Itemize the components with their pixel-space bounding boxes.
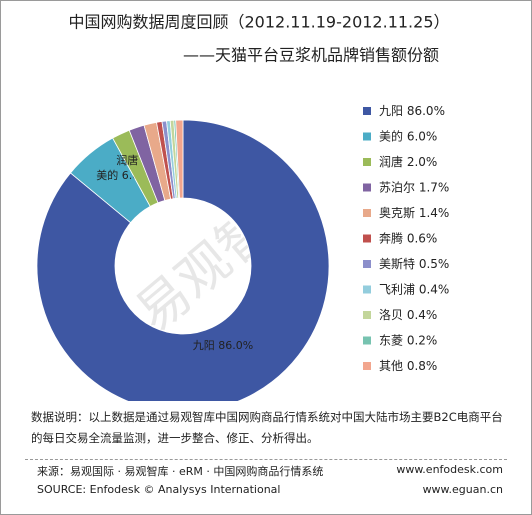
legend-label: 润唐 2.0% <box>379 154 437 169</box>
slice <box>175 119 184 199</box>
legend-name: 九阳 <box>379 104 403 118</box>
slice <box>36 119 330 401</box>
legend-value: 1.4% <box>419 206 450 220</box>
legend-name: 洛贝 <box>379 307 403 322</box>
legend-swatch <box>363 336 371 345</box>
legend-name: 苏泊尔 <box>379 179 415 194</box>
legend-label: 奥克斯 1.4% <box>379 206 449 220</box>
legend-label: 苏泊尔 1.7% <box>379 179 449 194</box>
website: www.eguan.cn <box>422 483 503 496</box>
source-en: SOURCE: Enfodesk © Analysys Internationa… <box>37 483 281 496</box>
legend-swatch <box>363 158 371 166</box>
legend-value: 0.2% <box>407 333 438 347</box>
separator <box>25 459 507 460</box>
legend-value: 0.5% <box>419 257 450 271</box>
legend-label: 东菱 0.2% <box>379 333 437 347</box>
data-label-value: 86.0% <box>218 339 253 352</box>
legend-value: 2.0% <box>407 155 438 169</box>
legend-name: 奥克斯 <box>379 206 415 220</box>
legend-value: 86.0% <box>407 104 445 118</box>
legend-swatch <box>363 234 371 243</box>
legend-name: 飞利浦 <box>379 282 415 296</box>
legend-swatch <box>363 311 371 319</box>
legend-value: 0.8% <box>407 359 438 373</box>
legend-name: 美斯特 <box>379 256 415 271</box>
legend-swatch <box>363 362 371 370</box>
legend-value: 0.4% <box>419 282 450 296</box>
legend-swatch <box>363 260 371 268</box>
legend-value: 0.6% <box>407 231 438 245</box>
legend-label: 其他 0.8% <box>379 359 437 373</box>
legend-label: 奔腾 0.6% <box>379 230 437 245</box>
data-label: 九阳 86.0% <box>193 339 253 352</box>
chart-subtitle: ——天猫平台豆浆机品牌销售额份额 <box>183 46 439 65</box>
legend-label: 九阳 86.0% <box>379 104 445 118</box>
legend-swatch <box>363 285 371 294</box>
data-label-name: 美的 <box>96 168 118 182</box>
chart: 中国网购数据周度回顾（2012.11.19-2012.11.25） ——天猫平台… <box>36 13 450 401</box>
legend-swatch <box>363 107 371 115</box>
legend-name: 奔腾 <box>379 230 403 245</box>
note: 数据说明：以上数据是通过易观智库中国网购商品行情系统对中国大陆市场主要B2C电商… <box>31 410 503 445</box>
website: www.enfodesk.com <box>396 463 503 476</box>
legend-name: 润唐 <box>379 154 403 169</box>
legend-name: 美的 <box>379 128 403 143</box>
legend-label: 美斯特 0.5% <box>379 256 449 271</box>
legend-value: 6.0% <box>407 129 438 143</box>
legend-name: 东菱 <box>379 333 403 347</box>
chart-title: 中国网购数据周度回顾（2012.11.19-2012.11.25） <box>69 13 450 32</box>
legend-swatch <box>363 132 371 141</box>
legend-swatch <box>363 209 371 217</box>
data-label-name: 润唐 <box>116 153 138 167</box>
legend-label: 洛贝 0.4% <box>379 307 437 322</box>
legend-value: 1.7% <box>419 180 450 194</box>
legend-label: 美的 6.0% <box>379 128 437 143</box>
legend-swatch <box>363 183 371 192</box>
legend-name: 其他 <box>379 359 403 373</box>
data-label-name: 九阳 <box>193 339 215 352</box>
legend-value: 0.4% <box>407 308 438 322</box>
legend-label: 飞利浦 0.4% <box>379 282 449 296</box>
source: 来源：易观国际 · 易观智库 · eRM · 中国网购商品行情系统 <box>37 465 324 478</box>
